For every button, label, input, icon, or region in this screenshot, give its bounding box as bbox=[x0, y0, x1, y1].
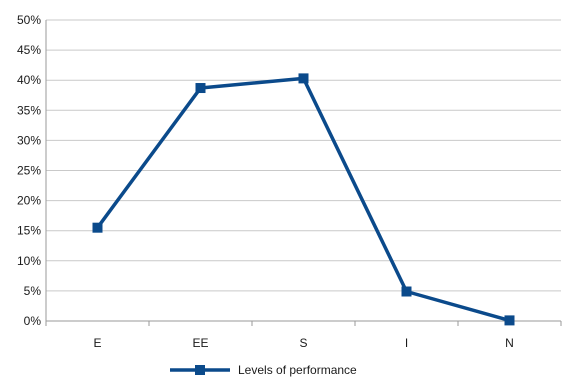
y-tick-label: 45% bbox=[17, 43, 41, 57]
y-tick-label: 35% bbox=[17, 103, 41, 117]
series-lines bbox=[96, 76, 510, 323]
x-tick-label: I bbox=[405, 336, 408, 350]
x-tick-label: EE bbox=[192, 336, 208, 350]
series-line bbox=[96, 76, 510, 323]
y-tick-label: 25% bbox=[17, 164, 41, 178]
series-markers bbox=[92, 73, 515, 326]
data-point bbox=[504, 315, 515, 326]
axes bbox=[45, 20, 562, 326]
y-tick-label: 10% bbox=[17, 254, 41, 268]
data-point bbox=[298, 73, 309, 84]
data-point bbox=[195, 83, 206, 94]
x-tick-label: S bbox=[299, 336, 307, 350]
y-tick-label: 0% bbox=[24, 314, 42, 328]
data-point bbox=[92, 222, 103, 233]
y-tick-label: 30% bbox=[17, 133, 41, 147]
legend-marker-swatch bbox=[195, 365, 205, 375]
legend-label: Levels of performance bbox=[238, 363, 357, 377]
y-tick-label: 40% bbox=[17, 73, 41, 87]
legend: Levels of performance bbox=[170, 363, 357, 377]
y-tick-label: 50% bbox=[17, 13, 41, 27]
gridlines bbox=[46, 19, 561, 292]
data-point bbox=[401, 286, 412, 297]
x-tick-label: E bbox=[93, 336, 101, 350]
x-tick-labels: E EE S I N bbox=[93, 336, 513, 350]
y-tick-label: 20% bbox=[17, 194, 41, 208]
y-tick-label: 5% bbox=[24, 284, 42, 298]
y-tick-labels: 0% 5% 10% 15% 20% 25% 30% 35% 40% 45% 50% bbox=[17, 13, 41, 328]
y-tick-label: 15% bbox=[17, 224, 41, 238]
x-tick-label: N bbox=[505, 336, 514, 350]
